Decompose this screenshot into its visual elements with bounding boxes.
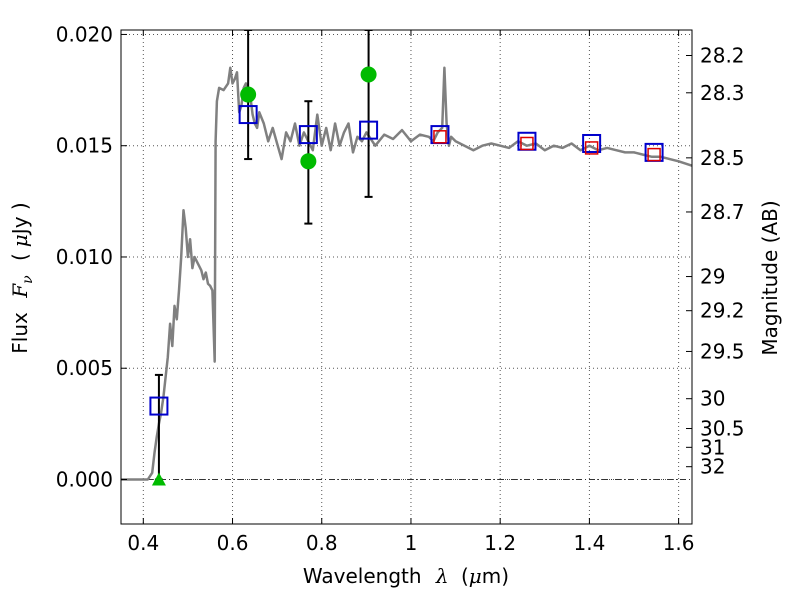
y-tick-label: 0.000: [56, 467, 113, 491]
x-axis-label-mu: μ: [469, 564, 482, 588]
model-photometry-marker: [298, 125, 318, 145]
y2-tick-label: 29.5: [700, 339, 745, 363]
observed-point: [300, 153, 317, 170]
observed-point: [360, 66, 377, 83]
y2-tick-label: 28.5: [700, 146, 745, 170]
y-tick-label: 0.015: [56, 134, 113, 158]
y-axis-label-open: (: [8, 253, 32, 261]
y-axis-label-unit: Jy ): [8, 202, 32, 236]
plot-data: [121, 30, 692, 486]
y-axis-label-subscript: ν: [20, 275, 36, 284]
y-axis-label-symbol: F: [8, 283, 32, 299]
x-tick-label: 0.6: [217, 531, 249, 555]
x-axis-label-open: (: [461, 564, 469, 588]
ticks: 0.4 0.6 0.8 1 1.2 1.4 1.6 0.000 0.005 0.010 0.015 0…: [56, 22, 745, 555]
model-photometry-marker: [149, 396, 169, 416]
model-photometry-marker: [238, 105, 258, 125]
x-axis-label-unit: m): [482, 564, 509, 588]
x-tick-label: 1.6: [663, 531, 695, 555]
y2-axis-label: Magnitude (AB): [758, 200, 782, 355]
x-axis-label-symbol: λ: [435, 564, 449, 588]
y2-tick-label: 29: [700, 265, 725, 289]
x-axis-label-text: Wavelength: [303, 564, 422, 588]
upper-limit-marker: [151, 472, 166, 486]
y2-tick-label: 28.7: [700, 200, 745, 224]
y2-tick-label: 30: [700, 387, 725, 411]
y2-tick-label: 28.2: [700, 43, 745, 67]
y2-tick-label: 30.5: [700, 417, 745, 441]
x-tick-label: 1: [405, 531, 418, 555]
x-axis-label: Wavelength λ (μm): [303, 564, 509, 588]
y2-tick-label: 32: [700, 455, 725, 479]
x-tick-label: 1.2: [484, 531, 516, 555]
y2-tick-label: 29.2: [700, 299, 745, 323]
y2-tick-label: 28.3: [700, 81, 745, 105]
model-photometry-alt-marker: [520, 136, 534, 151]
x-tick-label: 0.8: [306, 531, 338, 555]
model-photometry-alt-marker: [433, 130, 447, 144]
y-tick-label: 0.020: [56, 22, 113, 46]
observed-point: [240, 86, 257, 103]
y-axis-label: Flux Fν ( μJy ): [8, 202, 37, 353]
model-photometry-marker: [359, 120, 379, 140]
y-tick-label: 0.005: [56, 356, 113, 380]
y-tick-label: 0.010: [56, 245, 113, 269]
model-photometry-marker: [582, 133, 602, 153]
y2-tick-label: 31: [700, 435, 725, 459]
model-photometry-alt-marker: [584, 141, 599, 155]
y-axis-label-mu: μ: [8, 234, 32, 247]
x-tick-label: 0.4: [127, 531, 159, 555]
y-axis-label-text: Flux: [8, 312, 32, 354]
model-photometry-alt-marker: [647, 147, 661, 162]
x-tick-label: 1.4: [573, 531, 605, 555]
